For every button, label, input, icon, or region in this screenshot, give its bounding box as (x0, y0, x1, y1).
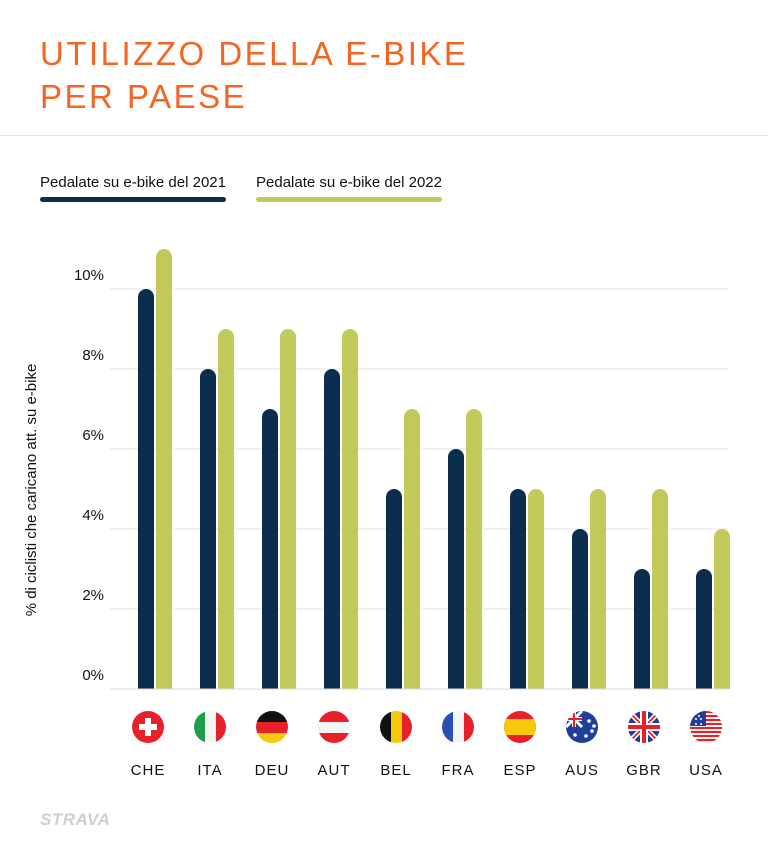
bar-esp-2021 (510, 489, 526, 689)
x-tick-label-gbr: GBR (626, 762, 662, 779)
bar-usa-2022 (714, 529, 730, 689)
france-flag-icon (442, 711, 474, 743)
x-tick-label-bel: BEL (380, 762, 411, 779)
y-axis-ticks: 0% 2% 4% 6% 8% 10% (74, 267, 104, 684)
y-tick-label: 4% (82, 507, 104, 524)
y-tick-label: 0% (82, 667, 104, 684)
belgium-flag-icon (380, 711, 412, 743)
bar-aus-2022 (590, 489, 606, 689)
bar-fra-2021 (448, 449, 464, 689)
chart-title-line-1: UTILIZZO DELLA E-BIKE (40, 35, 469, 72)
bar-esp-2022 (528, 489, 544, 689)
bar-usa-2021 (696, 569, 712, 689)
country-flags (132, 711, 722, 743)
x-tick-label-deu: DEU (255, 762, 290, 779)
x-tick-label-fra: FRA (442, 762, 475, 779)
bar-deu-2021 (262, 409, 278, 689)
x-tick-label-esp: ESP (503, 762, 536, 779)
bar-gbr-2021 (634, 569, 650, 689)
bars (138, 249, 730, 689)
uk-flag-icon (628, 711, 660, 743)
bar-che-2021 (138, 289, 154, 689)
y-tick-label: 2% (82, 587, 104, 604)
bar-che-2022 (156, 249, 172, 689)
x-tick-label-aus: AUS (565, 762, 599, 779)
bar-aut-2022 (342, 329, 358, 689)
bar-ita-2021 (200, 369, 216, 689)
australia-flag-icon (566, 711, 598, 743)
bar-deu-2022 (280, 329, 296, 689)
x-tick-label-usa: USA (689, 762, 723, 779)
x-tick-label-ita: ITA (197, 762, 222, 779)
italy-flag-icon (194, 711, 226, 743)
austria-flag-icon (318, 711, 350, 743)
bar-fra-2022 (466, 409, 482, 689)
bar-ita-2022 (218, 329, 234, 689)
bar-aut-2021 (324, 369, 340, 689)
y-tick-label: 8% (82, 347, 104, 364)
bar-bel-2021 (386, 489, 402, 689)
y-tick-label: 10% (74, 267, 104, 284)
switzerland-flag-icon (132, 711, 164, 743)
bar-bel-2022 (404, 409, 420, 689)
x-axis-ticks: CHE ITA DEU AUT BEL FRA ESP AUS GBR USA (131, 762, 723, 779)
usa-flag-icon (690, 711, 722, 743)
chart-title: UTILIZZO DELLA E-BIKE PER PAESE (40, 32, 640, 118)
y-axis-label: % di ciclisti che caricano att. su e-bik… (23, 364, 40, 617)
legend-label-2021: Pedalate su e-bike del 2021 (40, 174, 226, 191)
x-tick-label-che: CHE (131, 762, 166, 779)
germany-flag-icon (256, 711, 288, 743)
chart-title-line-2: PER PAESE (40, 78, 248, 115)
x-tick-label-aut: AUT (318, 762, 351, 779)
y-tick-label: 6% (82, 427, 104, 444)
header-divider (0, 135, 768, 136)
bar-gbr-2022 (652, 489, 668, 689)
strava-logo: STRAVA (40, 810, 111, 829)
legend-label-2022: Pedalate su e-bike del 2022 (256, 174, 442, 191)
legend-swatch-2022 (256, 197, 442, 202)
spain-flag-icon (504, 711, 536, 743)
legend-item-2021: Pedalate su e-bike del 2021 (40, 174, 226, 202)
legend-swatch-2021 (40, 197, 226, 202)
bar-aus-2021 (572, 529, 588, 689)
legend-item-2022: Pedalate su e-bike del 2022 (256, 174, 442, 202)
